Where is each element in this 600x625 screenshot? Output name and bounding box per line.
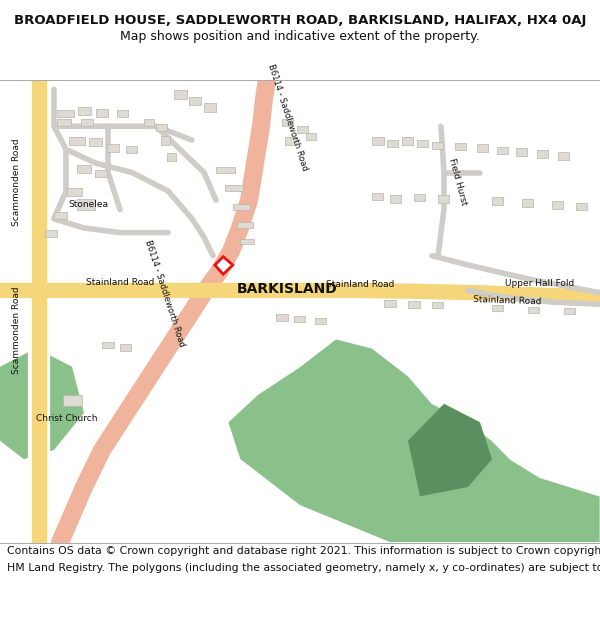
- Text: Stainland Road: Stainland Road: [473, 296, 541, 307]
- Bar: [95, 170, 107, 177]
- Bar: [81, 119, 93, 126]
- Bar: [390, 195, 401, 202]
- Bar: [89, 138, 102, 146]
- Polygon shape: [215, 257, 233, 274]
- Bar: [285, 138, 296, 145]
- Bar: [67, 188, 82, 196]
- Bar: [144, 119, 154, 126]
- Bar: [63, 395, 82, 406]
- Bar: [225, 186, 243, 191]
- Bar: [387, 139, 398, 147]
- Bar: [417, 139, 428, 147]
- Bar: [240, 239, 254, 244]
- Bar: [78, 107, 91, 115]
- Bar: [537, 150, 548, 158]
- Text: BROADFIELD HOUSE, SADDLEWORTH ROAD, BARKISLAND, HALIFAX, HX4 0AJ: BROADFIELD HOUSE, SADDLEWORTH ROAD, BARK…: [14, 14, 586, 27]
- Bar: [117, 109, 128, 117]
- Bar: [576, 203, 587, 211]
- Text: B6114 - Saddleworth Road: B6114 - Saddleworth Road: [143, 239, 187, 348]
- Bar: [497, 147, 508, 154]
- Text: Map shows position and indicative extent of the property.: Map shows position and indicative extent…: [120, 30, 480, 43]
- Text: Contains OS data © Crown copyright and database right 2021. This information is : Contains OS data © Crown copyright and d…: [7, 546, 600, 556]
- Bar: [45, 230, 57, 238]
- Text: Scammonden Road: Scammonden Road: [12, 286, 22, 374]
- Bar: [126, 146, 137, 153]
- Bar: [96, 109, 108, 117]
- Bar: [564, 308, 575, 314]
- Bar: [455, 143, 466, 150]
- Bar: [297, 126, 308, 133]
- Bar: [57, 109, 74, 117]
- Bar: [402, 138, 413, 145]
- Bar: [282, 119, 293, 126]
- Bar: [408, 301, 420, 308]
- Bar: [315, 318, 326, 324]
- Bar: [384, 300, 396, 307]
- Bar: [237, 222, 253, 228]
- Bar: [558, 152, 569, 159]
- Bar: [233, 204, 250, 209]
- Bar: [216, 167, 235, 172]
- Bar: [174, 90, 187, 99]
- Bar: [167, 152, 176, 161]
- Bar: [57, 119, 71, 126]
- Text: BARKISLAND: BARKISLAND: [237, 282, 338, 296]
- Bar: [54, 212, 67, 219]
- Bar: [102, 342, 114, 348]
- Bar: [477, 144, 488, 152]
- Polygon shape: [0, 348, 84, 459]
- Text: Upper Hall Fold: Upper Hall Fold: [505, 279, 575, 288]
- Bar: [372, 138, 384, 145]
- Text: Stainland Road: Stainland Road: [86, 278, 154, 287]
- Bar: [432, 142, 443, 149]
- Bar: [69, 138, 85, 145]
- Bar: [161, 136, 170, 145]
- Bar: [156, 124, 167, 131]
- Bar: [372, 193, 383, 200]
- Bar: [492, 198, 503, 205]
- Text: Stonelea: Stonelea: [69, 201, 109, 209]
- Text: B6114 - Saddleworth Road: B6114 - Saddleworth Road: [266, 63, 310, 173]
- Bar: [306, 132, 316, 140]
- Bar: [77, 199, 95, 209]
- Text: Field Hurst: Field Hurst: [446, 157, 468, 206]
- Text: Scammonden Road: Scammonden Road: [12, 138, 22, 226]
- Bar: [77, 165, 91, 172]
- Polygon shape: [228, 339, 600, 542]
- Bar: [438, 195, 449, 202]
- Bar: [107, 144, 119, 152]
- Bar: [528, 307, 539, 313]
- Bar: [204, 103, 216, 112]
- Bar: [120, 344, 131, 351]
- Bar: [432, 302, 443, 309]
- Bar: [189, 97, 201, 106]
- Text: HM Land Registry. The polygons (including the associated geometry, namely x, y c: HM Land Registry. The polygons (includin…: [7, 563, 600, 573]
- Text: Christ Church: Christ Church: [37, 414, 98, 423]
- Bar: [522, 199, 533, 207]
- Bar: [516, 149, 527, 156]
- Bar: [294, 316, 305, 322]
- Polygon shape: [408, 404, 492, 496]
- Bar: [414, 194, 425, 201]
- Bar: [276, 314, 288, 321]
- Bar: [552, 201, 563, 209]
- Text: Stainland Road: Stainland Road: [326, 280, 394, 289]
- Bar: [492, 305, 503, 311]
